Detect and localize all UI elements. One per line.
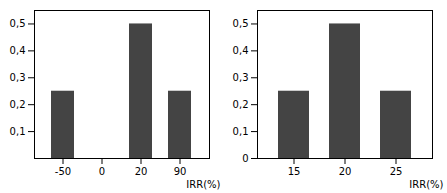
svg-text:25: 25 [390,166,403,177]
svg-text:IRR(%): IRR(%) [186,179,220,190]
svg-text:0: 0 [99,166,105,177]
svg-text:0,5: 0,5 [233,18,249,29]
svg-text:0,2: 0,2 [10,99,26,110]
svg-text:0,1: 0,1 [10,126,26,137]
svg-text:0,4: 0,4 [10,45,26,56]
svg-text:0,5: 0,5 [10,18,26,29]
svg-text:0,4: 0,4 [233,45,249,56]
svg-text:0: 0 [242,153,248,164]
svg-text:20: 20 [135,166,148,177]
svg-text:15: 15 [288,166,301,177]
svg-text:0,1: 0,1 [233,126,249,137]
svg-text:0,2: 0,2 [233,99,249,110]
svg-text:0,3: 0,3 [233,72,249,83]
svg-text:90: 90 [174,166,187,177]
svg-text:20: 20 [339,166,352,177]
svg-text:0,3: 0,3 [10,72,26,83]
svg-text:IRR(%): IRR(%) [409,179,443,190]
svg-text:-50: -50 [55,166,71,177]
